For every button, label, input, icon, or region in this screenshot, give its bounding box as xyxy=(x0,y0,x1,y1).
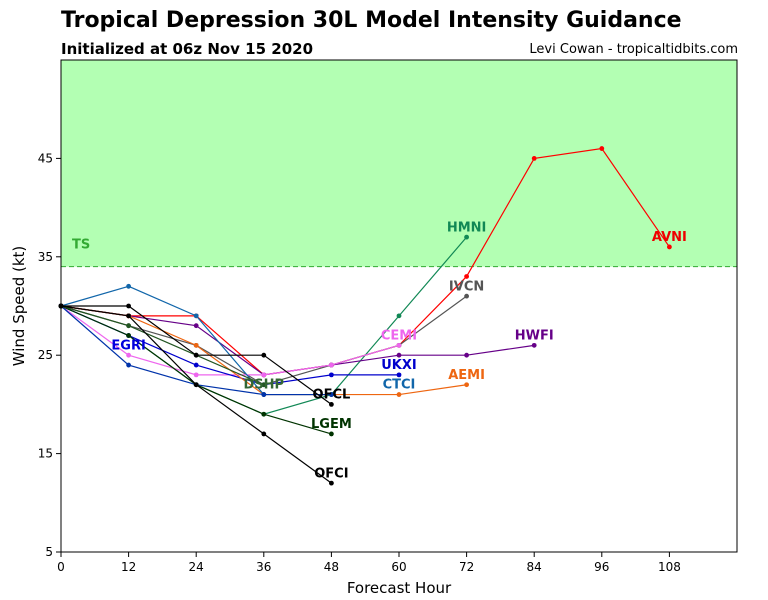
series-point-avni xyxy=(531,156,537,161)
axes: 0 12 24 36 48 60 72 84 96 108 5 15 25 35 45 xyxy=(38,59,738,574)
series-point-hwfi xyxy=(464,352,469,358)
series-point-ukxi xyxy=(193,362,199,368)
x-tick-label: 84 xyxy=(527,560,542,574)
series-point-cemi xyxy=(261,372,267,378)
series-point-egri xyxy=(126,362,131,368)
series-point-avni xyxy=(464,274,469,279)
series-point-ctci xyxy=(193,313,199,319)
y-tick-label: 15 xyxy=(38,447,53,461)
series-point-ofcl xyxy=(193,352,199,358)
series-label-hwfi: HWFI xyxy=(515,329,554,344)
series-point-hmni xyxy=(396,313,402,319)
series-point-lgem xyxy=(126,333,131,338)
series-point-aemi xyxy=(464,382,469,388)
chart-subtitle: Initialized at 06z Nov 15 2020 xyxy=(61,40,314,58)
series-point-ofcl xyxy=(126,303,131,309)
series-point-ivcn xyxy=(464,293,469,299)
series-label-layer: AVNI HMNI IVCN HWFI CEMI UKXI AEMI CTCI EGRI DSHP… xyxy=(111,220,686,481)
series-point-ofcl xyxy=(261,352,267,358)
ts-region xyxy=(61,60,737,267)
series-label-lgem: LGEM xyxy=(311,417,352,432)
series-label-ofci: OFCI xyxy=(314,466,348,481)
y-tick-label: 5 xyxy=(45,545,53,559)
series-point-ctci xyxy=(126,283,131,289)
series-label-ukxi: UKXI xyxy=(381,358,417,373)
x-tick-label: 72 xyxy=(459,560,474,574)
series-point-avni xyxy=(599,146,605,151)
series-line-ctci xyxy=(60,285,332,396)
series-point-aemi xyxy=(193,342,199,348)
series-point-ukxi xyxy=(329,372,334,378)
ts-threshold-label: TS xyxy=(72,238,90,253)
series-label-ctci: CTCI xyxy=(383,378,416,393)
y-tick-label: 45 xyxy=(38,151,53,165)
series-point-cemi xyxy=(396,342,402,348)
series-point-egri xyxy=(329,392,334,397)
series-label-ofcl: OFCL xyxy=(313,388,351,403)
series-point-lgem xyxy=(261,411,267,417)
series-point-ofcl xyxy=(329,402,334,407)
y-axis-label: Wind Speed (kt) xyxy=(10,246,28,367)
series-label-egri: EGRI xyxy=(111,338,145,353)
x-axis-label: Forecast Hour xyxy=(347,579,452,597)
x-tick-label: 60 xyxy=(391,560,406,574)
series-point-ofci xyxy=(193,382,199,388)
x-tick-label: 108 xyxy=(658,560,681,574)
series-point-cemi xyxy=(193,372,199,378)
series-point-egri xyxy=(261,392,267,397)
y-tick-label: 35 xyxy=(38,250,53,264)
series-point-cemi xyxy=(329,362,334,368)
series-point-hwfi xyxy=(531,342,537,348)
chart-title: Tropical Depression 30L Model Intensity … xyxy=(61,8,682,33)
plot-background: TS xyxy=(61,60,737,268)
series-point-ofci xyxy=(126,313,131,319)
series-point-hmni xyxy=(464,234,469,240)
series-label-dshp: DSHP xyxy=(244,378,285,393)
series-point-ofci xyxy=(329,480,334,486)
series-label-ivcn: IVCN xyxy=(449,279,484,294)
series-point-aemi xyxy=(396,392,402,397)
series-point-dshp xyxy=(261,382,267,388)
series-label-hmni: HMNI xyxy=(447,220,487,235)
series-label-aemi: AEMI xyxy=(448,368,485,383)
chart-credit: Levi Cowan - tropicaltidbits.com xyxy=(529,42,738,57)
y-tick-label: 25 xyxy=(38,348,53,362)
series-point-dshp xyxy=(126,323,131,329)
series-line-dshp xyxy=(60,305,265,386)
series-point-lgem xyxy=(329,431,334,437)
x-tick-label: 96 xyxy=(594,560,609,574)
x-tick-label: 36 xyxy=(256,560,271,574)
series-point-ukxi xyxy=(396,372,402,378)
series-point-hwfi xyxy=(193,323,199,329)
x-tick-label: 12 xyxy=(121,560,136,574)
series-point-hwfi xyxy=(396,352,402,358)
series-point-ofci xyxy=(261,431,267,437)
x-tick-label: 0 xyxy=(57,560,65,574)
series-label-avni: AVNI xyxy=(652,230,687,245)
series-point-cemi xyxy=(126,352,131,358)
x-tick-label: 24 xyxy=(189,560,204,574)
x-tick-label: 48 xyxy=(324,560,339,574)
series-point-avni xyxy=(667,244,672,250)
series-label-cemi: CEMI xyxy=(381,329,417,344)
